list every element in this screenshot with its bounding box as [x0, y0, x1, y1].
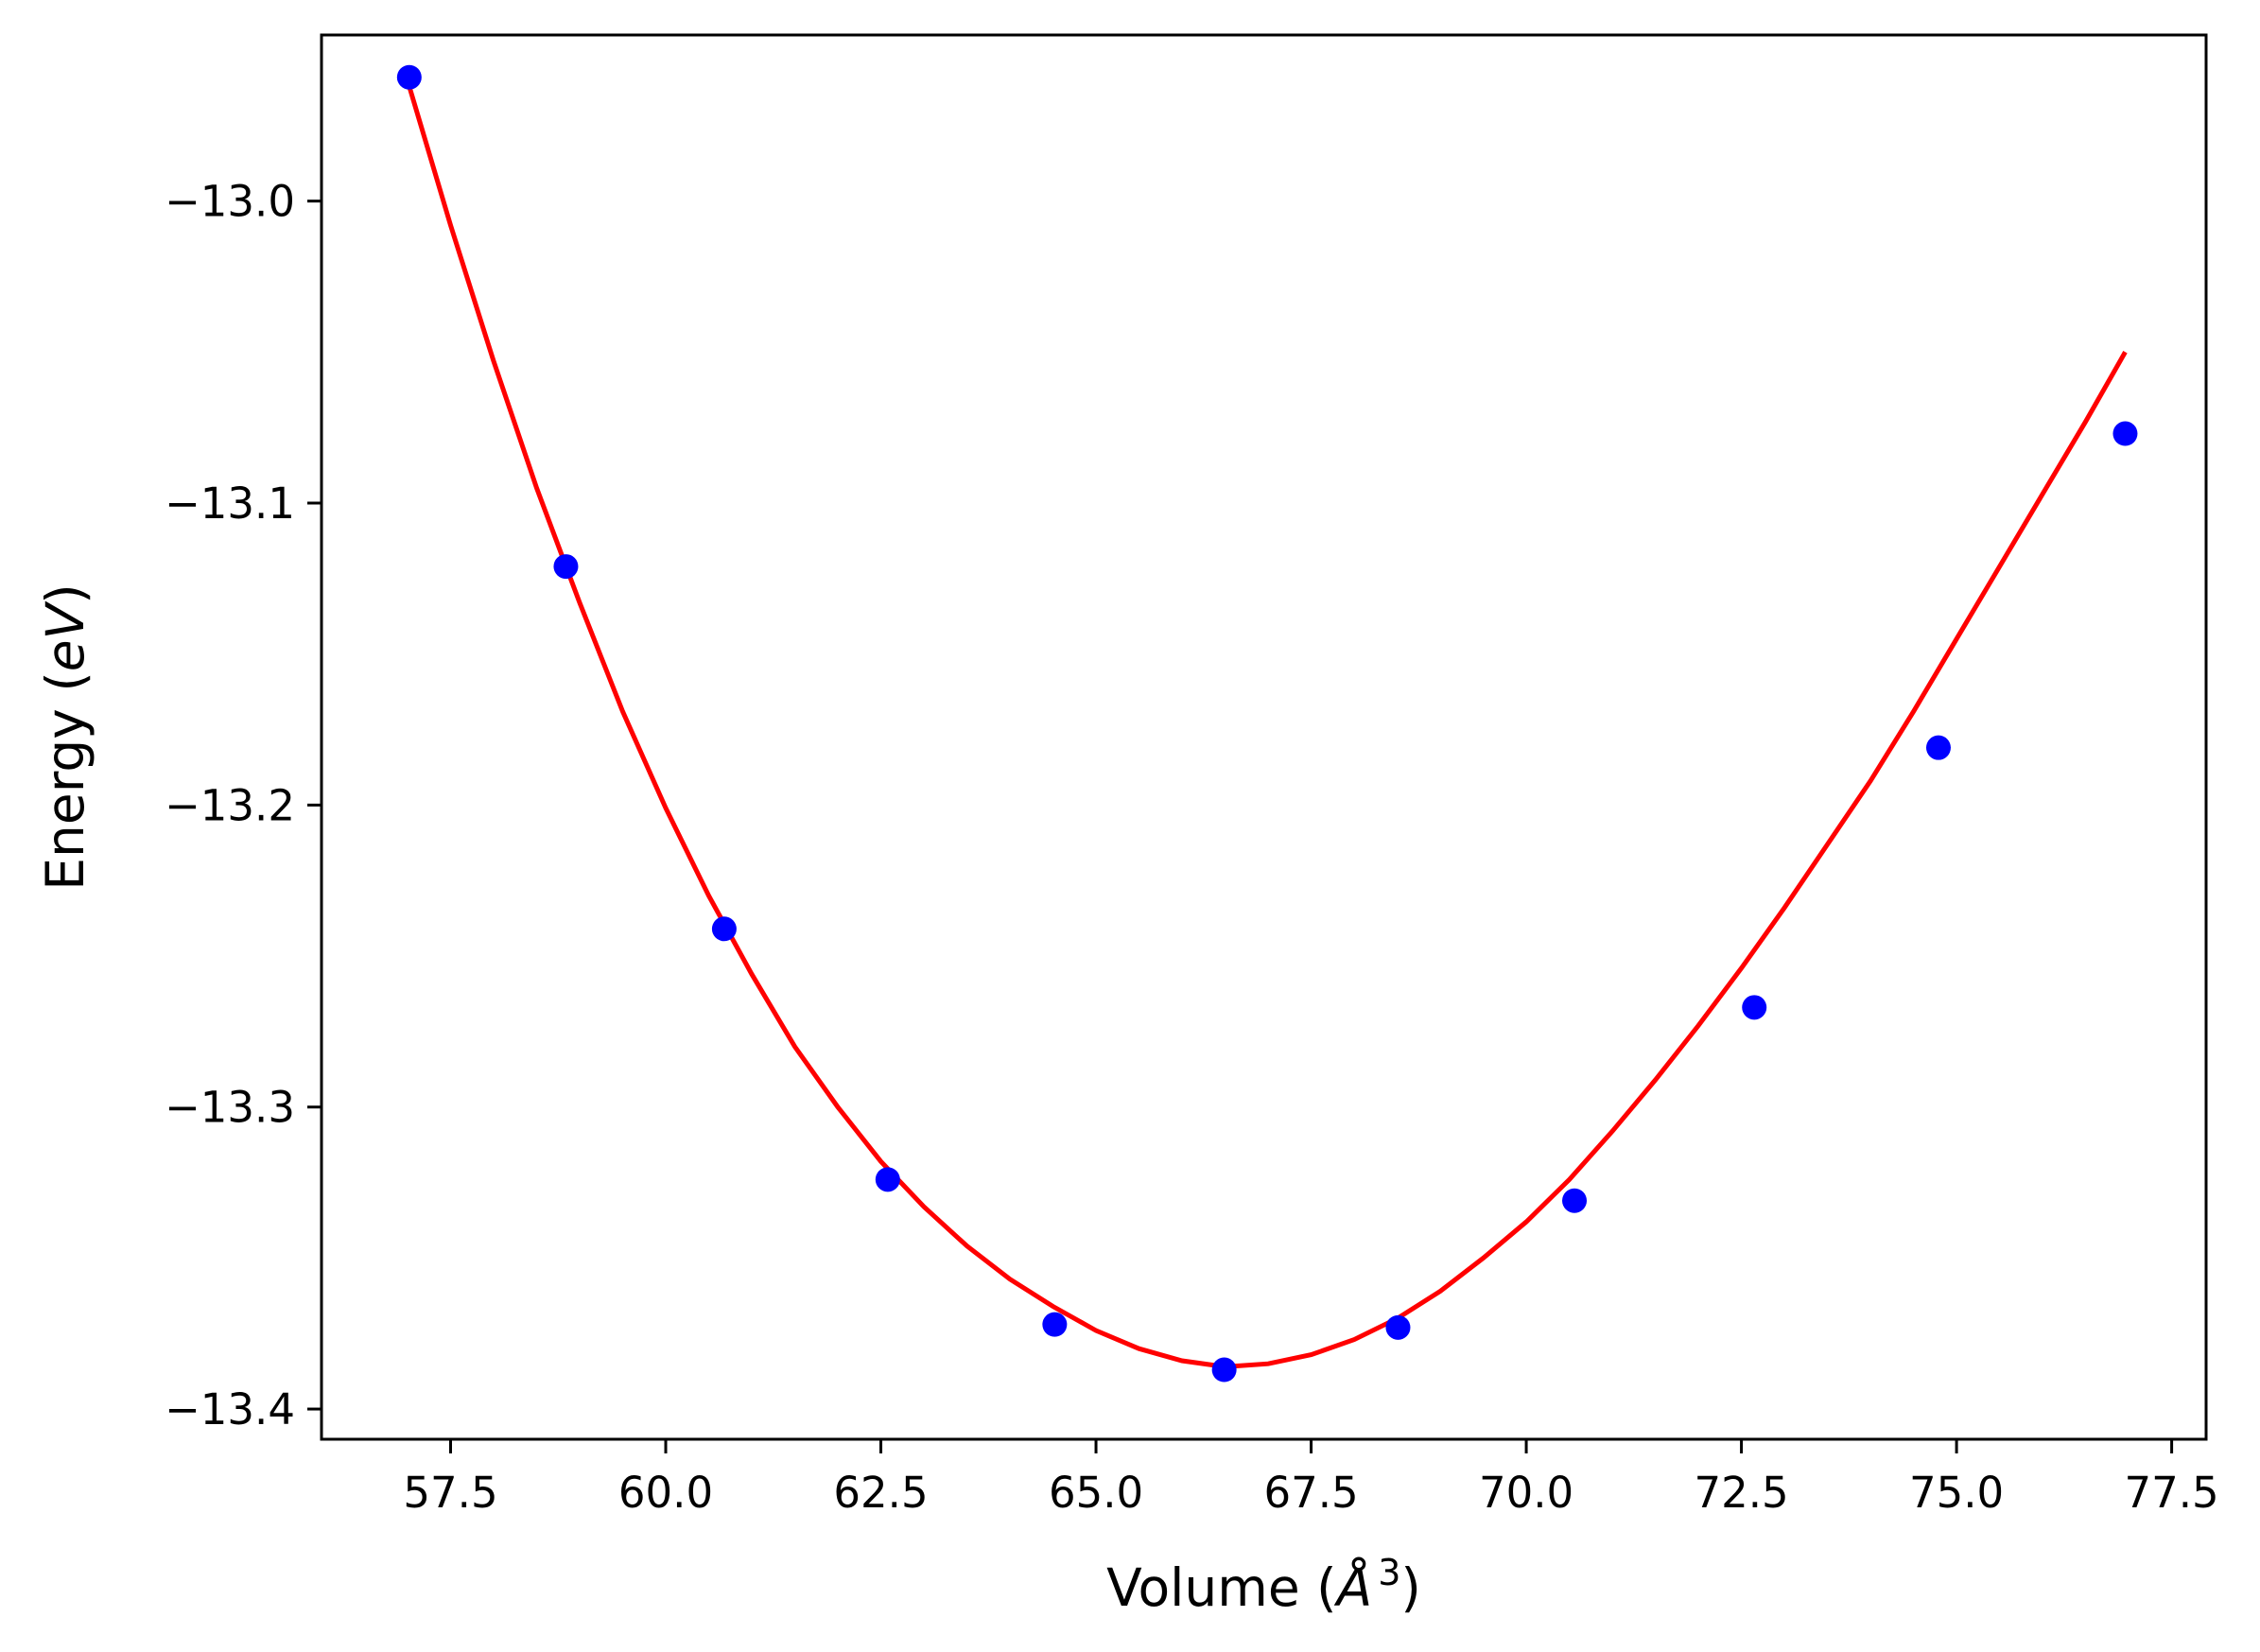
x-axis-label-suffix: ): [1400, 1557, 1420, 1618]
y-tick-label: −13.3: [165, 1083, 295, 1133]
data-point: [2112, 421, 2138, 446]
data-point: [711, 916, 737, 942]
data-point: [553, 554, 579, 580]
x-axis-label-exponent: 3: [1378, 1552, 1400, 1593]
x-tick-label: 77.5: [2124, 1468, 2218, 1518]
y-axis-label-prefix: Energy (: [35, 671, 96, 891]
y-tick-label: −13.0: [165, 177, 295, 227]
x-axis-label-prefix: Volume (: [1106, 1557, 1337, 1618]
data-point: [1925, 735, 1951, 760]
y-tick-label: −13.4: [165, 1384, 295, 1435]
data-point: [1042, 1312, 1068, 1337]
data-point: [1211, 1357, 1237, 1382]
data-point: [1562, 1188, 1588, 1213]
data-point: [1742, 995, 1767, 1020]
x-tick-label: 57.5: [403, 1468, 497, 1518]
data-points: [396, 64, 2138, 1382]
data-point: [875, 1167, 900, 1192]
x-axis-label: Volume (Å 3): [1106, 1552, 1421, 1618]
x-axis-label-symbol: Å: [1334, 1556, 1373, 1618]
x-tick-label: 72.5: [1694, 1468, 1788, 1518]
data-point: [396, 64, 422, 90]
y-tick-label: −13.2: [165, 780, 295, 830]
x-tick-label: 62.5: [833, 1468, 928, 1518]
fit-curve: [407, 85, 2128, 1369]
x-tick-label: 70.0: [1479, 1468, 1573, 1518]
data-point: [1385, 1314, 1411, 1340]
x-tick-label: 65.0: [1049, 1468, 1143, 1518]
y-axis-ticks: −13.0 −13.1 −13.2 −13.3 −13.4: [165, 177, 322, 1435]
plot-frame: [320, 33, 2208, 1441]
y-axis-label-symbol: eV: [35, 600, 96, 671]
y-tick-label: −13.1: [165, 478, 295, 529]
x-tick-label: 75.0: [1909, 1468, 2004, 1518]
y-axis-label: Energy (eV): [35, 583, 96, 890]
plot-area: [322, 35, 2206, 1439]
x-tick-label: 60.0: [618, 1468, 713, 1518]
x-tick-label: 67.5: [1263, 1468, 1358, 1518]
y-axis-label-suffix: ): [35, 583, 96, 603]
x-axis-ticks: 57.5 60.0 62.5 65.0 67.5 70.0 72.5 75.0 77.5: [403, 1439, 2219, 1518]
